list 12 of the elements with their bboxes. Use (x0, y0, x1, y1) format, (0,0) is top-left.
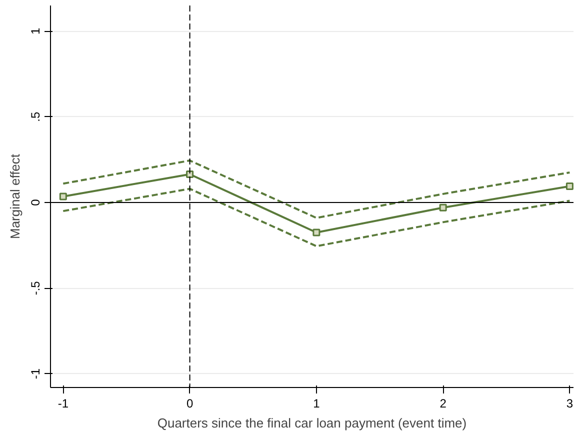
y-tick-label: 0 (28, 198, 42, 206)
y-tick-label: .5 (28, 112, 42, 122)
x-tick-label: 0 (186, 396, 194, 410)
x-tick-label: -1 (58, 396, 69, 410)
y-tick-label: -.5 (28, 280, 42, 296)
y-axis-title: Marginal effect (8, 154, 22, 240)
y-tick-label: 1 (28, 28, 42, 35)
x-axis-title: Quarters since the final car loan payment (event time) (157, 416, 467, 430)
x-tick-label: 1 (313, 396, 320, 410)
y-tick-label: -1 (28, 368, 42, 380)
x-tick-label: 2 (440, 396, 447, 410)
x-tick-label: 3 (566, 396, 574, 410)
